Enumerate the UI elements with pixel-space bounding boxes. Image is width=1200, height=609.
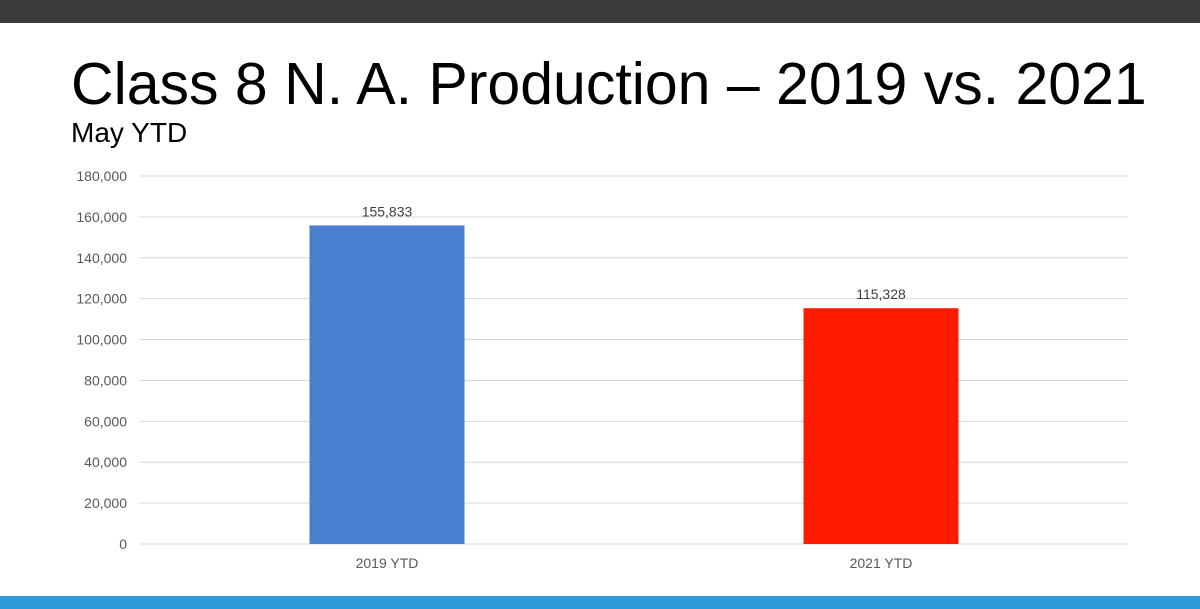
y-axis-tick-labels: 0 20,000 40,000 60,000 80,000 100,000 120,000 1… [76,168,127,552]
bar-2021-ytd [803,308,959,544]
bar-2019-ytd [309,225,465,545]
data-label: 115,328 [856,286,906,302]
bars [309,225,959,545]
y-tick-label: 40,000 [84,454,127,470]
top-band [0,0,1200,23]
x-axis-tick-labels: 2019 YTD 2021 YTD [356,555,913,571]
y-tick-label: 20,000 [84,495,127,511]
y-tick-label: 100,000 [76,332,127,348]
data-label: 155,833 [362,203,413,219]
page-title: Class 8 N. A. Production – 2019 vs. 2021 [71,51,1147,117]
page-subtitle: May YTD [71,117,188,148]
y-tick-label: 120,000 [76,291,127,307]
y-tick-label: 140,000 [76,250,127,266]
y-tick-label: 0 [119,536,127,552]
y-tick-label: 160,000 [76,209,127,225]
y-tick-label: 60,000 [84,413,127,429]
y-tick-label: 80,000 [84,372,127,388]
data-labels: 155,833 115,328 [362,203,906,302]
bottom-band [0,596,1200,609]
x-tick-label: 2021 YTD [850,555,913,571]
x-tick-label: 2019 YTD [356,555,419,571]
gridlines [140,175,1128,545]
y-tick-label: 180,000 [76,168,127,184]
